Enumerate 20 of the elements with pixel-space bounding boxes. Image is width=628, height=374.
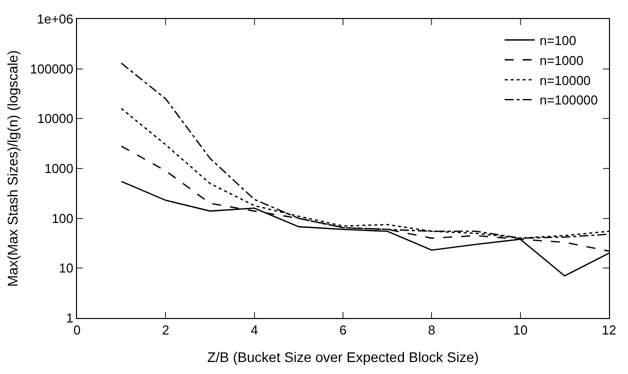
x-tick-label: 12	[602, 322, 616, 338]
y-tick-label: 1	[66, 310, 74, 326]
x-tick-label: 6	[339, 322, 347, 338]
legend-label: n=100	[540, 33, 576, 48]
y-tick-label: 100	[52, 210, 74, 226]
y-tick-label: 100000	[30, 61, 74, 76]
x-tick-label: 4	[250, 322, 258, 338]
y-tick-label: 10000	[37, 111, 74, 126]
legend-label: n=10000	[540, 72, 591, 88]
legend-label: n=1000	[540, 52, 584, 68]
y-tick-label: 1e+06	[36, 12, 74, 27]
x-tick-label: 2	[162, 322, 170, 338]
y-tick-label: 1000	[44, 161, 74, 176]
x-tick-label: 0	[73, 322, 81, 338]
x-tick-label: 8	[428, 322, 436, 338]
y-axis-title: Max(Max Stash Sizes)/lg(n) (logscale)	[4, 50, 21, 287]
x-axis-title: Z/B (Bucket Size over Expected Block Size)	[207, 348, 479, 365]
x-tick-label: 10	[513, 322, 528, 338]
y-tick-label: 10	[58, 260, 74, 276]
legend-label: n=100000	[540, 92, 598, 108]
